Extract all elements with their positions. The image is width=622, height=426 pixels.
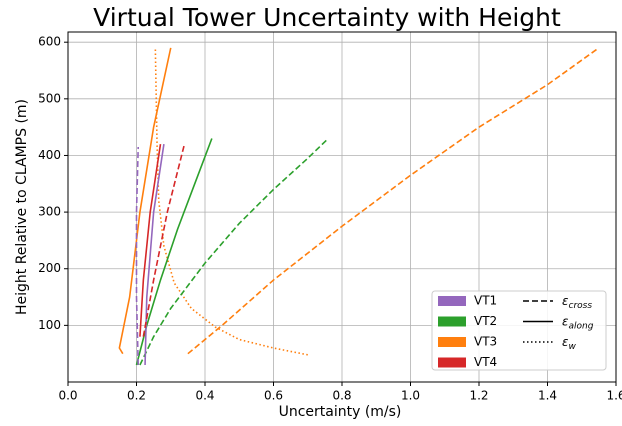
series-line xyxy=(142,143,186,337)
legend-label: VT4 xyxy=(474,355,497,369)
legend-subscript: w xyxy=(569,342,577,352)
y-tick-label: 300 xyxy=(38,205,61,219)
legend-label: εcross xyxy=(562,294,592,311)
legend-label: VT2 xyxy=(474,314,497,328)
x-axis-label: Uncertainty (m/s) xyxy=(279,404,402,420)
y-tick-label: 400 xyxy=(38,148,61,162)
x-tick-label: 0.6 xyxy=(264,389,283,403)
x-tick-label: 1.0 xyxy=(401,389,420,403)
legend-box xyxy=(431,290,607,371)
series-line xyxy=(154,47,308,356)
plot-frame xyxy=(67,31,617,383)
legend-swatch xyxy=(438,337,466,347)
legend-swatch xyxy=(438,316,466,327)
series-line xyxy=(135,146,140,366)
series-line xyxy=(118,47,172,355)
legend-label: εalong xyxy=(562,314,594,331)
series-line xyxy=(139,144,162,337)
legend-symbol: ε xyxy=(562,314,569,328)
y-tick-label: 100 xyxy=(38,318,61,332)
x-tick-label: 1.4 xyxy=(538,389,557,403)
legend-swatch xyxy=(438,296,466,306)
y-tick-label: 600 xyxy=(38,35,61,49)
series-line xyxy=(135,138,213,366)
legend-subscript: along xyxy=(569,321,594,331)
y-tick-label: 500 xyxy=(38,91,61,105)
x-tick-label: 0.8 xyxy=(332,389,351,403)
x-tick-label: 0.4 xyxy=(195,389,214,403)
legend-label: VT3 xyxy=(474,335,497,349)
x-tick-label: 0.2 xyxy=(127,389,146,403)
legend-label: εw xyxy=(562,335,577,352)
y-tick-label: 200 xyxy=(38,261,61,275)
legend-swatch xyxy=(438,357,466,368)
legend-symbol: ε xyxy=(562,294,569,308)
series-line xyxy=(187,47,600,355)
y-axis-label: Height Relative to CLAMPS (m) xyxy=(14,99,30,315)
legend-label: VT1 xyxy=(474,294,497,308)
x-tick-label: 0.0 xyxy=(58,389,77,403)
series-line xyxy=(139,137,329,366)
series-line xyxy=(144,144,165,366)
chart-title: Virtual Tower Uncertainty with Height xyxy=(93,3,561,32)
x-tick-label: 1.6 xyxy=(606,389,622,403)
legend-subscript: cross xyxy=(569,301,593,311)
x-tick-label: 1.2 xyxy=(469,389,488,403)
legend-symbol: ε xyxy=(562,335,569,349)
